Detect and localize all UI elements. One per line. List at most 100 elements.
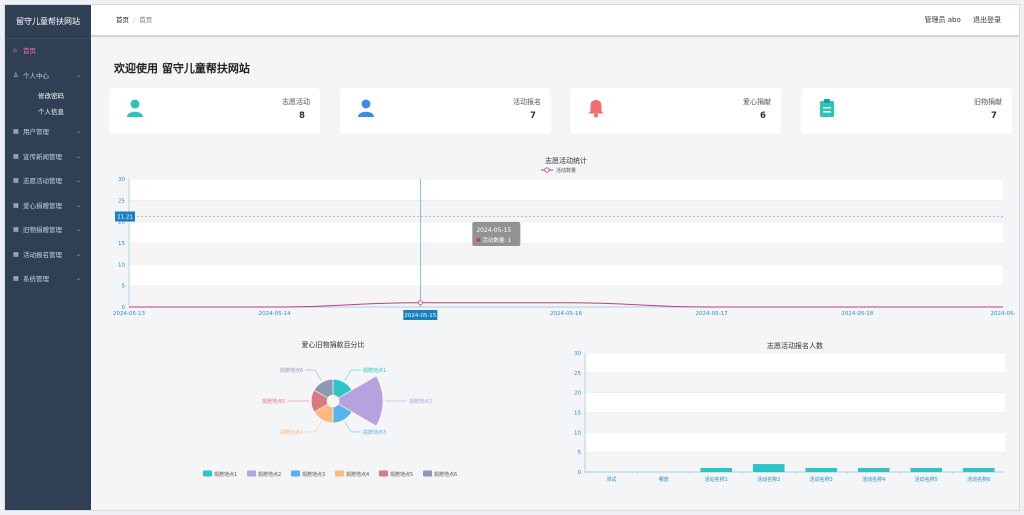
sidebar-item-label: 首页 xyxy=(23,47,36,55)
sidebar-item[interactable]: ▦ 系统管理 ⌄ xyxy=(5,267,91,292)
y-tick-label: 25 xyxy=(118,198,125,204)
y-tick-label: 10 xyxy=(574,430,581,436)
stat-card-value: 6 xyxy=(760,111,766,121)
sidebar-item[interactable]: ▦ 活动报名管理 ⌄ xyxy=(5,243,91,268)
slice-label: 捐赠地点6 xyxy=(280,367,303,374)
chevron-down-icon: ⌄ xyxy=(75,152,81,160)
pie-slice xyxy=(313,378,334,399)
legend-label: 捐赠地点3 xyxy=(302,471,325,478)
series-line xyxy=(129,302,1003,308)
bar xyxy=(805,468,837,472)
grid-band xyxy=(129,200,1003,222)
x-tick-label: 活动名称3 xyxy=(810,476,833,483)
x-tick-label: 活动名称5 xyxy=(915,476,938,483)
x-tick-label: 哪放 xyxy=(659,476,669,483)
label-line xyxy=(344,421,361,433)
y-tick-label: 0 xyxy=(578,470,582,476)
sidebar-item[interactable]: ♙ 个人中心 ⌄ xyxy=(5,64,91,89)
series-point xyxy=(417,300,423,306)
sidebar-item-label: 个人中心 xyxy=(23,71,49,80)
breadcrumb-home[interactable]: 首页 xyxy=(116,16,129,24)
chevron-down-icon: ⌄ xyxy=(75,128,81,135)
y-tick-label: 30 xyxy=(118,177,125,183)
breadcrumb: 首页 / 首页 xyxy=(116,5,152,35)
stat-card-label: 志愿活动 xyxy=(282,98,310,106)
legend-label: 捐赠地点5 xyxy=(390,471,413,478)
x-tick-label: 测试 xyxy=(606,476,616,483)
y-tick-label: 5 xyxy=(122,284,126,290)
x-tick-label: 活动名称4 xyxy=(862,476,885,483)
sidebar-item[interactable]: ▦ 用户管理 ⌄ xyxy=(5,120,91,145)
grid-icon: ▦ xyxy=(13,128,19,135)
sidebar-item[interactable]: ▦ 志愿活动管理 ⌄ xyxy=(5,169,91,194)
legend-label: 捐赠地点1 xyxy=(214,471,237,478)
clipboard-icon xyxy=(820,99,834,117)
bar xyxy=(963,468,995,472)
x-tick-label: 2024-05-13 xyxy=(113,311,145,317)
bar-chart: 志愿活动报名人数 0 5 10 15 20 25 30 测试 哪放 活动名称1 活动名称2 活动名称3 活… xyxy=(574,341,1005,483)
x-tick-label: 2024-05-17 xyxy=(696,311,728,317)
chevron-down-icon: ⌄ xyxy=(75,275,81,282)
legend-swatch xyxy=(379,470,388,477)
chevron-down-icon: ⌄ xyxy=(75,226,81,233)
legend-label: 捐赠地点6 xyxy=(434,471,457,478)
y-tick-label: 15 xyxy=(574,411,581,417)
sidebar-item[interactable]: ▦ 旧物捐赠管理 ⌄ xyxy=(5,218,91,243)
crosshair-y-badge xyxy=(115,211,135,222)
sidebar-item-label: 志愿活动管理 xyxy=(23,177,62,185)
tooltip-marker xyxy=(476,238,481,242)
user-area: 管理员 abo 退出登录 xyxy=(915,5,1001,35)
sidebar-item[interactable]: ▦ 宣传新闻管理 ⌄ xyxy=(5,145,91,170)
breadcrumb-current: 首页 xyxy=(139,16,153,24)
sidebar-item-label: 爱心捐赠管理 xyxy=(23,201,62,210)
y-tick-label: 15 xyxy=(118,241,125,247)
legend-swatch xyxy=(423,470,432,477)
label-line xyxy=(305,369,322,381)
charts-canvas: 0 5 10 15 20 25 30 2024-05-13 2024-05-14 2024-05-… xyxy=(113,156,1015,483)
crosshair-x-badge xyxy=(403,310,438,320)
user-name: 管理员 abo xyxy=(924,16,961,24)
sidebar-item[interactable]: ▦ 爱心捐赠管理 ⌄ xyxy=(5,194,91,219)
x-tick-label: 2024-05- xyxy=(991,311,1016,317)
x-tick-label: 2024-05-16 xyxy=(550,311,582,317)
stat-card-value: 8 xyxy=(299,111,305,121)
grid-band xyxy=(585,412,1005,433)
x-tick-label: 活动名称6 xyxy=(967,476,990,483)
stat-card-volunteer: 志愿活动 8 xyxy=(109,88,320,134)
sidebar: 留守儿童帮扶网站 ⌂ 首页 ♙ 个人中心 ⌄ 修改密码 个人信息 ▦ 用户管理 ⌄ ▦ 宣传新闻管理 ⌄… xyxy=(5,5,91,510)
chart-title: 爱心旧物捐款百分比 xyxy=(302,340,365,349)
sidebar-nav: ⌂ 首页 ♙ 个人中心 ⌄ 修改密码 个人信息 ▦ 用户管理 ⌄ ▦ 宣传新闻管理 ⌄ ▦ 志愿活动管理 ⌄ ▦… xyxy=(5,39,91,292)
sidebar-item-label: 旧物捐赠管理 xyxy=(23,226,62,234)
top-bar: 首页 / 首页 管理员 abo 退出登录 xyxy=(91,5,1019,37)
grid-icon: ▦ xyxy=(13,250,19,258)
bar xyxy=(910,468,942,472)
grid-band xyxy=(585,372,1005,393)
user-icon xyxy=(127,99,143,117)
sidebar-subitem[interactable]: 个人信息 xyxy=(38,108,64,116)
sidebar-subitem[interactable]: 修改密码 xyxy=(38,92,64,100)
x-tick-label: 2024-05-18 xyxy=(841,311,873,317)
stat-card-old-items: 旧物捐献 7 xyxy=(801,88,1012,134)
chevron-down-icon: ⌄ xyxy=(75,177,81,184)
tooltip-box xyxy=(472,222,521,246)
legend-swatch xyxy=(335,470,344,477)
user-icon: ♙ xyxy=(13,71,19,79)
sidebar-item[interactable]: ⌂ 首页 xyxy=(5,39,91,64)
bell-icon xyxy=(588,100,604,118)
line-chart: 0 5 10 15 20 25 30 2024-05-13 2024-05-14 2024-05-… xyxy=(113,156,1015,320)
label-line xyxy=(305,421,322,433)
slice-label: 捐赠地点1 xyxy=(363,367,386,374)
stat-card-value: 7 xyxy=(991,111,997,121)
stat-card-label: 旧物捐献 xyxy=(974,98,1002,106)
legend-label: 活动数量 xyxy=(556,167,576,174)
grid-icon: ▦ xyxy=(13,152,19,160)
stat-card-label: 活动报名 xyxy=(513,98,541,106)
grid-band xyxy=(129,243,1003,265)
grid-icon: ▦ xyxy=(13,177,19,184)
logout-button[interactable]: 退出登录 xyxy=(973,16,1001,24)
chevron-down-icon: ⌄ xyxy=(75,71,81,79)
legend-swatch xyxy=(203,470,212,477)
label-line xyxy=(344,369,361,381)
bar xyxy=(753,464,785,472)
